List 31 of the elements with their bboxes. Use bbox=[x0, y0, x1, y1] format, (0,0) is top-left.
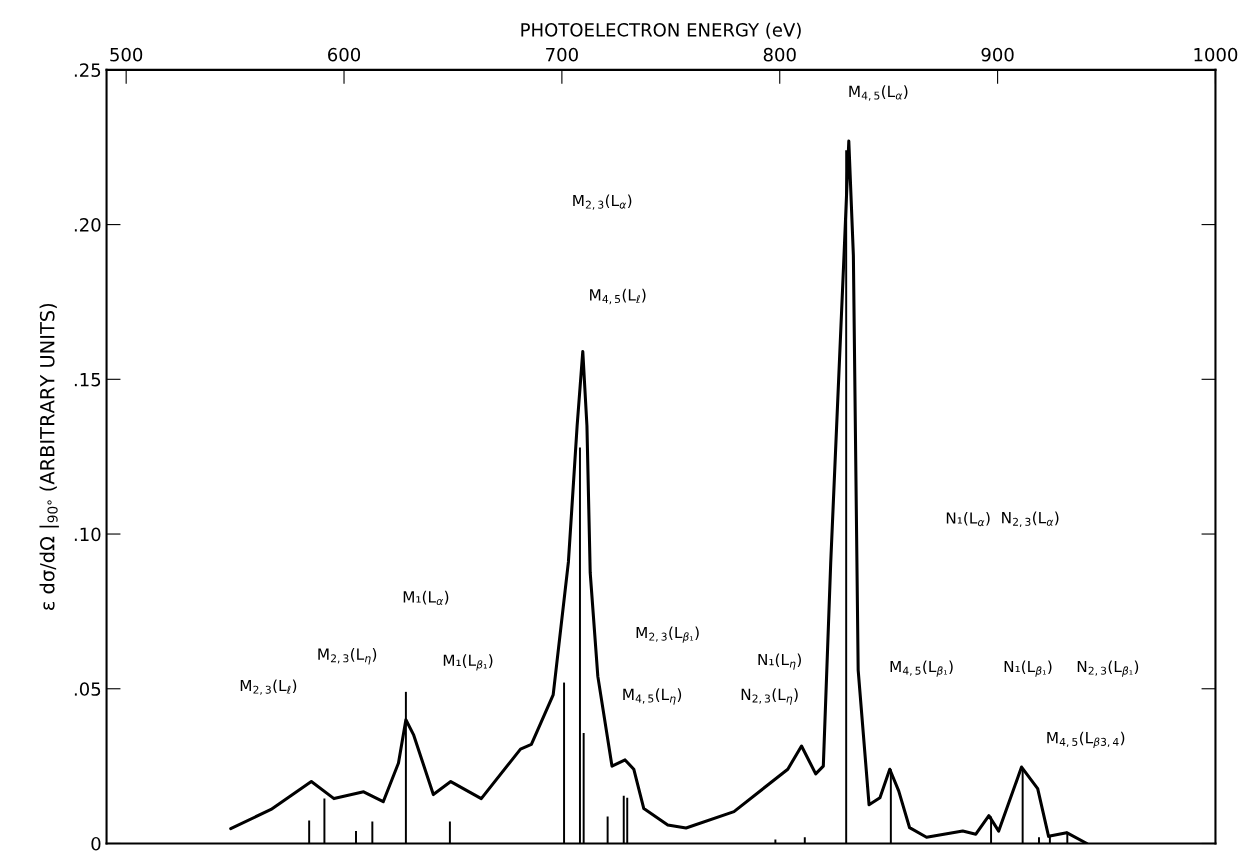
annotation: N$_{2,3}$(L$_{η}$) bbox=[741, 688, 798, 705]
y-tick-label: .05 bbox=[74, 682, 101, 696]
annotation: M$_{2,3}$(L$_{ℓ}$) bbox=[240, 679, 297, 695]
annotation: M$_{4,5}$(L$_{β3,4}$) bbox=[1047, 731, 1125, 748]
x-tick-label: 600 bbox=[328, 47, 361, 62]
x-axis-title: PHOTOELECTRON ENERGY (eV) bbox=[521, 22, 801, 39]
x-tick-label: 700 bbox=[546, 47, 578, 62]
annotation: M$_{2,3}$(L$_{η}$) bbox=[318, 648, 377, 665]
x-tick-label: 800 bbox=[763, 47, 796, 62]
annotation: N$_{2,3}$(L$_{α}$) bbox=[1002, 511, 1059, 527]
annotation: N₁(L$_{α}$) bbox=[946, 511, 990, 527]
y-axis-title: ε dσ/dΩ |$_{90°}$ (ARBITRARY UNITS) bbox=[39, 303, 59, 610]
annotation: M₁(L$_{α}$) bbox=[403, 590, 449, 606]
annotation: N$_{2,3}$(L$_{β₁}$) bbox=[1077, 660, 1139, 677]
annotation: M₁(L$_{β₁}$) bbox=[443, 654, 493, 671]
x-tick-label: 1000 bbox=[1194, 47, 1238, 62]
y-tick-label: .15 bbox=[74, 373, 101, 387]
annotation: N₁(L$_{β₁}$) bbox=[1004, 660, 1052, 677]
annotation: M$_{4,5}$(L$_{α}$) bbox=[849, 85, 908, 101]
x-tick-label: 500 bbox=[110, 47, 143, 62]
y-tick-label: .25 bbox=[74, 63, 101, 77]
annotation: N₁(L$_{η}$) bbox=[758, 653, 801, 670]
y-tick-label: 0 bbox=[91, 836, 101, 851]
y-tick-label: .10 bbox=[74, 527, 101, 542]
y-tick-label: .20 bbox=[74, 218, 101, 232]
annotation: M$_{4,5}$(L$_{ℓ}$) bbox=[590, 288, 646, 305]
annotation: M$_{2,3}$(L$_{α}$) bbox=[573, 194, 632, 210]
x-tick-label: 900 bbox=[981, 47, 1014, 62]
annotation: M$_{4,5}$(L$_{β₁}$) bbox=[890, 660, 953, 677]
annotation: M$_{2,3}$(L$_{β₁}$) bbox=[636, 626, 699, 643]
annotation: M$_{4,5}$(L$_{η}$) bbox=[623, 688, 682, 705]
